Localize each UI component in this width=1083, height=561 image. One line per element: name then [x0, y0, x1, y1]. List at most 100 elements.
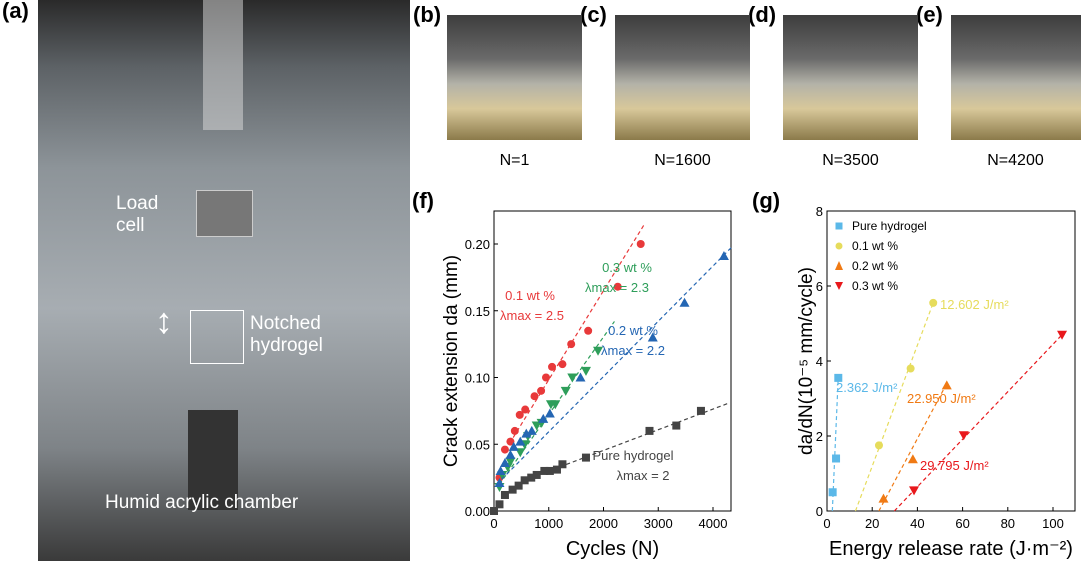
legend-marker	[835, 242, 843, 250]
data-point	[505, 449, 516, 459]
y-tick-label: 2	[816, 429, 823, 444]
legend-marker	[835, 282, 843, 290]
x-tick-label: 80	[1001, 516, 1015, 531]
data-point	[510, 426, 519, 435]
data-point	[907, 454, 918, 464]
legend-label: 0.3 wt %	[852, 279, 898, 293]
data-point	[906, 364, 915, 373]
y-tick-label: 0	[816, 504, 823, 519]
data-point	[1057, 330, 1068, 340]
data-point	[647, 332, 658, 342]
panel-label-e: (e)	[916, 2, 943, 27]
x-tick-label: 20	[865, 516, 879, 531]
fit-line	[854, 302, 934, 512]
data-point	[537, 386, 546, 395]
legend-marker	[835, 261, 843, 270]
data-point	[495, 465, 506, 475]
data-point	[567, 373, 578, 383]
panel-label-g: (g)	[752, 188, 781, 213]
caption-c: N=1600	[654, 152, 711, 169]
x-tick-label: 0	[823, 516, 830, 531]
data-point	[593, 346, 604, 356]
data-point	[514, 481, 523, 490]
series-annotation: λmax = 2.5	[500, 308, 564, 323]
data-point	[832, 454, 841, 463]
photo-n1600	[615, 15, 750, 140]
panel-label-d: (d)	[748, 2, 777, 27]
y-tick-label: 0.00	[465, 504, 490, 519]
data-point	[506, 437, 515, 446]
data-point	[580, 366, 591, 376]
y-tick-label: 6	[816, 279, 823, 294]
data-point	[584, 326, 593, 335]
data-point	[521, 428, 532, 438]
plot-frame-0	[493, 210, 732, 512]
panel-label-b: (b)	[413, 2, 442, 27]
x-tick-label: 1000	[534, 516, 563, 531]
series-annotation: λmax = 2.2	[601, 343, 665, 358]
x-tick-label: 100	[1042, 516, 1064, 531]
x-tick-label: 3000	[644, 516, 673, 531]
data-point	[548, 362, 557, 371]
data-point	[508, 485, 517, 494]
data-point	[530, 392, 539, 401]
label-load-cell: Load cell	[116, 193, 159, 236]
data-point	[515, 436, 526, 446]
y-tick-label: 0.10	[465, 371, 490, 386]
data-point	[508, 441, 519, 451]
caption-e: N=4200	[987, 152, 1044, 169]
label-notched-hydrogel: Notched hydrogel	[250, 313, 323, 356]
y-tick-label: 0.05	[465, 437, 490, 452]
data-point	[828, 488, 837, 497]
x-tick-label: 60	[955, 516, 969, 531]
data-point	[495, 500, 504, 509]
photo-n4200	[951, 15, 1081, 140]
data-point	[567, 340, 576, 349]
data-point	[490, 507, 498, 515]
fit-annotation: 29.795 J/m²	[920, 458, 989, 473]
x-tick-label: 4000	[699, 516, 728, 531]
series-label: 0.3 wt %	[602, 260, 652, 275]
data-point	[560, 386, 571, 396]
data-point	[718, 251, 729, 261]
data-point	[527, 473, 536, 482]
y-tick-label: 0.15	[465, 304, 490, 319]
data-point	[834, 373, 843, 382]
legend-label: 0.1 wt %	[852, 239, 898, 253]
fit-annotation: 22.950 J/m²	[907, 391, 976, 406]
fit-annotation: 2.362 J/m²	[836, 380, 898, 395]
data-point	[679, 297, 690, 307]
data-point	[550, 400, 561, 410]
y-tick-label: 4	[816, 354, 823, 369]
data-point	[645, 426, 654, 435]
data-point	[532, 470, 541, 479]
data-point	[499, 457, 510, 467]
legend-marker	[835, 222, 843, 230]
series-label: 0.1 wt %	[505, 288, 555, 303]
photo-test-setup: ↕ Load cell Notched hydrogel Humid acryl…	[38, 0, 410, 561]
y-tick-label: 0.20	[465, 237, 490, 252]
data-point	[542, 373, 551, 382]
double-arrow-icon: ↕	[155, 300, 173, 341]
photo-n1	[447, 15, 582, 140]
x-tick-label: 0	[490, 516, 497, 531]
caption-d: N=3500	[822, 152, 879, 169]
data-point	[500, 445, 509, 454]
data-point	[494, 477, 505, 487]
data-point	[874, 441, 883, 450]
series-annotation: λmax = 2	[616, 468, 669, 483]
series-label: 0.2 wt %	[608, 323, 658, 338]
legend-label: Pure hydrogel	[852, 219, 927, 233]
y-axis-label: da/dN(10⁻⁵ mm/cycle)	[796, 267, 817, 455]
data-point	[531, 421, 542, 431]
data-point	[575, 372, 586, 382]
fit-annotation: 12.602 J/m²	[940, 297, 1009, 312]
y-axis-label: Crack extension da (mm)	[441, 255, 462, 467]
data-point	[581, 453, 590, 462]
data-point	[526, 425, 537, 435]
data-point	[552, 465, 561, 474]
data-point	[696, 406, 705, 415]
x-tick-label: 2000	[589, 516, 618, 531]
data-point	[909, 486, 920, 496]
